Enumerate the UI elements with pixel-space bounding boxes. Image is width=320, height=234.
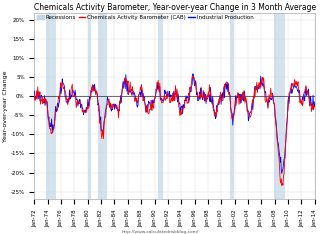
Bar xyxy=(46,13,56,199)
Title: Chemicals Activity Barometer, Year-over-year Change in 3 Month Average: Chemicals Activity Barometer, Year-over-… xyxy=(34,3,316,12)
Bar xyxy=(230,13,234,199)
Bar xyxy=(88,13,91,199)
Bar xyxy=(98,13,107,199)
Bar xyxy=(274,13,285,199)
Text: http://www.calculatedriskblog.com/: http://www.calculatedriskblog.com/ xyxy=(121,230,199,234)
Legend: Recessions, Chemicals Activity Barometer (CAB), Industrial Production: Recessions, Chemicals Activity Barometer… xyxy=(37,15,253,20)
Y-axis label: Year-over-year Change: Year-over-year Change xyxy=(3,70,8,142)
Bar xyxy=(158,13,163,199)
